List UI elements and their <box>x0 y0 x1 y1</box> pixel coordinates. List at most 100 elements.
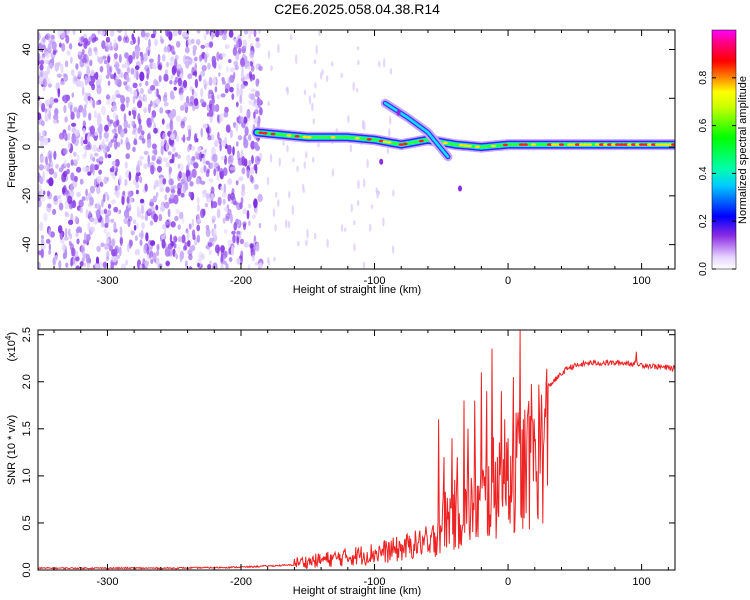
noise-blob <box>258 152 263 159</box>
noise-blob <box>81 196 86 202</box>
noise-blob <box>241 45 247 50</box>
noise-blob <box>185 181 189 191</box>
noise-blob <box>114 132 118 139</box>
noise-blob <box>156 250 160 257</box>
noise-blob <box>162 97 168 103</box>
noise-blob <box>89 217 95 223</box>
faint-speckle <box>391 245 395 254</box>
noise-blob <box>42 129 45 139</box>
noise-blob <box>154 179 160 188</box>
noise-blob <box>71 92 75 98</box>
noise-blob <box>102 193 106 203</box>
noise-blob <box>181 234 186 244</box>
noise-blob <box>188 223 192 230</box>
noise-blob <box>88 36 93 43</box>
noise-blob <box>114 61 120 70</box>
noise-blob <box>164 246 170 256</box>
noise-blob <box>102 55 107 60</box>
snr-xlabel: Height of straight line (km) <box>293 585 421 597</box>
noise-blob <box>240 122 246 128</box>
noise-blob <box>65 34 70 44</box>
noise-blob <box>46 238 51 244</box>
noise-blob <box>62 170 68 177</box>
noise-blob <box>248 32 252 40</box>
noise-blob <box>59 42 62 48</box>
noise-blob <box>155 98 161 105</box>
noise-blob <box>47 203 52 208</box>
noise-blob <box>85 253 91 264</box>
noise-blob <box>253 111 256 119</box>
noise-blob <box>238 87 243 97</box>
noise-blob <box>75 256 80 262</box>
noise-blob <box>196 177 200 185</box>
noise-blob <box>82 127 86 136</box>
noise-blob <box>123 81 128 86</box>
noise-blob <box>98 56 104 64</box>
band-hotspot <box>603 143 609 146</box>
noise-blob <box>52 208 57 215</box>
noise-blob <box>182 134 186 143</box>
snr-panel: -300 -200 -100 0 100 0.0 0.5 1.0 1.5 2.0 2.5 Heigh… <box>4 327 676 597</box>
faint-speckle <box>386 146 390 154</box>
noise-blob <box>232 146 235 156</box>
colorbar-tick-label: 0.8 <box>698 70 709 84</box>
noise-blob <box>56 119 59 124</box>
noise-blob <box>170 45 175 55</box>
noise-blob <box>98 156 104 162</box>
noise-blob <box>44 137 49 146</box>
noise-blob <box>175 115 182 122</box>
noise-blob <box>59 80 66 86</box>
faint-speckle <box>344 227 347 232</box>
noise-blob <box>48 110 51 120</box>
noise-blob <box>148 38 151 49</box>
band-hotspot <box>671 143 675 146</box>
noise-blob <box>177 154 181 159</box>
noise-blob <box>82 243 86 248</box>
band-hotspot <box>587 143 592 146</box>
noise-blob <box>114 185 118 193</box>
noise-blob <box>225 44 228 50</box>
noise-blob <box>194 151 199 158</box>
noise-blob <box>246 108 251 119</box>
noise-blob <box>163 228 167 237</box>
noise-blob <box>253 142 259 148</box>
noise-blob <box>210 193 214 202</box>
noise-blob <box>61 32 65 39</box>
noise-blob <box>181 172 186 180</box>
faint-speckle <box>313 59 317 65</box>
noise-blob <box>126 74 130 83</box>
noise-blob <box>170 179 174 186</box>
noise-blob <box>53 98 59 103</box>
noise-blob <box>214 244 221 254</box>
band-hotspot <box>302 135 308 139</box>
noise-blob <box>210 186 215 194</box>
noise-blob <box>165 142 169 152</box>
noise-blob <box>83 262 87 268</box>
noise-blob <box>94 152 99 157</box>
noise-blob <box>114 248 118 257</box>
noise-blob <box>250 88 257 93</box>
noise-blob <box>70 104 73 114</box>
noise-blob <box>128 171 132 182</box>
noise-blob <box>154 38 159 46</box>
noise-blob <box>177 244 181 254</box>
noise-blob <box>169 61 173 66</box>
noise-blob <box>202 123 208 129</box>
noise-blob <box>132 95 136 104</box>
band-hotspot <box>551 143 556 146</box>
noise-blob <box>146 117 152 126</box>
noise-blob <box>64 227 68 238</box>
colorbar-ticks: 0.0 0.2 0.4 0.6 0.8 <box>698 70 736 276</box>
noise-blob <box>97 30 101 35</box>
faint-speckle <box>286 145 289 153</box>
spectrogram-xtick-label: -100 <box>364 275 386 287</box>
spectrogram-xlabel: Height of straight line (km) <box>293 284 421 296</box>
noise-blob <box>142 107 148 113</box>
noise-blob <box>81 86 85 96</box>
noise-blob <box>38 199 42 208</box>
noise-blob <box>73 175 78 182</box>
noise-blob <box>225 213 231 219</box>
noise-blob <box>153 213 159 223</box>
noise-blob <box>73 151 77 157</box>
noise-blob <box>255 37 260 42</box>
